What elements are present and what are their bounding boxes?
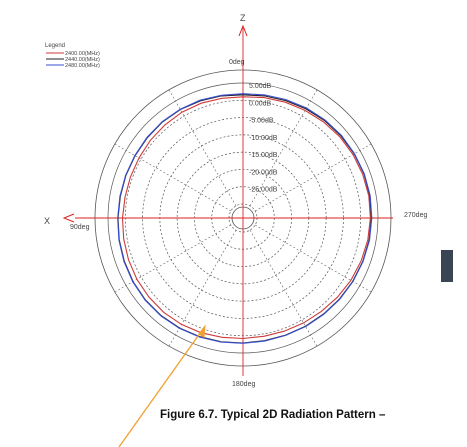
angle-label-0: 0deg bbox=[229, 59, 245, 66]
radial-tick-label: -15.00dB bbox=[249, 152, 278, 159]
angle-label-270: 270deg bbox=[404, 212, 427, 219]
pointer-arrow-head bbox=[198, 324, 206, 338]
legend-title: Legend bbox=[45, 43, 65, 49]
x-arrow bbox=[62, 213, 75, 223]
z-axis-label: Z bbox=[240, 13, 246, 23]
grid-spoke bbox=[249, 229, 318, 347]
series-line-3 bbox=[117, 93, 373, 344]
series-line-1 bbox=[121, 96, 371, 340]
pointer-arrow-line bbox=[118, 328, 204, 447]
z-arrow bbox=[238, 24, 248, 37]
radial-tick-label: -20.00dB bbox=[249, 169, 278, 176]
legend-entry-label: 2480.00(MHz) bbox=[65, 63, 100, 69]
legend-entry-label: 2400.00(MHz) bbox=[65, 51, 100, 57]
radial-tick-label: 5.00dB bbox=[249, 83, 272, 90]
page-edge-mark bbox=[441, 250, 453, 282]
radial-tick-label: -25.00dB bbox=[249, 187, 278, 194]
grid-spoke bbox=[114, 143, 232, 212]
radial-tick-label: -10.00dB bbox=[249, 135, 278, 142]
angle-label-90: 90deg bbox=[70, 224, 90, 231]
legend-entry-label: 2440.00(MHz) bbox=[65, 57, 100, 63]
figure-caption: Figure 6.7. Typical 2D Radiation Pattern… bbox=[160, 409, 386, 421]
angle-label-180: 180deg bbox=[232, 381, 255, 388]
x-axis-label: X bbox=[44, 216, 50, 226]
radial-tick-label: 0.00dB bbox=[249, 100, 272, 107]
radial-tick-label: -5.00dB bbox=[249, 118, 274, 125]
